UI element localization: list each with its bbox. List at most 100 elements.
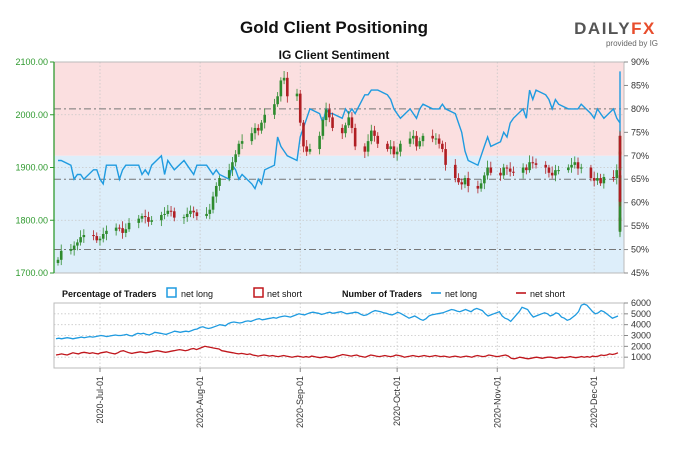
candle-body	[363, 146, 367, 152]
right-tick-label: 65%	[631, 174, 649, 184]
candle-body	[137, 218, 141, 223]
candle-body	[350, 117, 354, 128]
traders-tick-label: 2000	[631, 341, 651, 351]
candle-body	[547, 167, 551, 173]
candle-body	[505, 167, 509, 169]
candle-body	[98, 238, 102, 241]
candle-body	[415, 135, 418, 147]
candle-body	[444, 149, 447, 165]
candle-body	[231, 162, 234, 171]
candle-body	[528, 162, 531, 171]
candle-body	[76, 242, 79, 246]
candle-body	[431, 135, 434, 139]
right-tick-label: 80%	[631, 104, 649, 114]
left-tick-label: 2000.00	[15, 110, 48, 120]
candle-body	[308, 149, 312, 152]
candle-body	[56, 259, 60, 263]
right-tick-label: 55%	[631, 221, 649, 231]
candle-body	[573, 162, 577, 165]
legend-net-long-label: net long	[181, 289, 213, 299]
candle-body	[166, 210, 170, 214]
candle-body	[185, 213, 189, 218]
candle-body	[618, 135, 622, 184]
candle-body	[208, 209, 212, 214]
candle-body	[72, 245, 76, 250]
candle-body	[273, 104, 276, 115]
traders-tick-label: 5000	[631, 309, 651, 319]
left-tick-label: 2100.00	[15, 57, 48, 67]
candle-body	[554, 170, 557, 176]
x-tick-label: 2020-Aug-01	[195, 376, 205, 428]
candle-body	[318, 135, 321, 150]
candle-body	[82, 235, 86, 238]
candle-body	[143, 216, 147, 218]
candle-body	[263, 114, 267, 123]
candle-body	[295, 93, 299, 97]
left-tick-label: 1700.00	[15, 268, 48, 278]
price-panel: 1700.00 1800.00 1900.00 2000.00 2100.00 45% 5…	[15, 57, 649, 278]
candle-body	[599, 178, 602, 184]
traders-tick-label: 4000	[631, 320, 651, 330]
candle-body	[114, 227, 118, 231]
right-tick-label: 45%	[631, 268, 649, 278]
chart-subtitle: IG Client Sentiment	[279, 48, 390, 62]
candle-body	[256, 127, 260, 131]
candle-body	[531, 162, 535, 164]
date-axis-ticks: 2020-Jul-01 2020-Aug-01 2020-Sep-01 2020-Oc…	[95, 368, 599, 428]
net-long-zone	[54, 155, 624, 273]
candle-body	[441, 143, 444, 150]
candle-body	[121, 228, 124, 233]
candle-body	[172, 211, 176, 218]
left-tick-label: 1900.00	[15, 163, 48, 173]
candle-body	[596, 178, 599, 181]
candle-body	[79, 237, 82, 243]
candle-body	[411, 135, 415, 139]
candle-body	[579, 167, 583, 169]
candle-body	[347, 117, 350, 126]
candle-body	[589, 167, 593, 179]
candle-body	[124, 229, 128, 233]
candle-body	[534, 163, 538, 165]
traders-net-short-line	[55, 345, 619, 360]
candle-body	[550, 172, 554, 176]
x-tick-label: 2020-Dec-01	[589, 376, 599, 428]
right-tick-label: 60%	[631, 198, 649, 208]
legend-net-short-label: net short	[267, 289, 303, 299]
candle-body	[476, 185, 480, 189]
candle-body	[570, 164, 573, 168]
candle-body	[321, 120, 325, 136]
candle-body	[460, 182, 464, 185]
candle-body	[463, 178, 467, 185]
right-tick-label: 50%	[631, 245, 649, 255]
candle-body	[189, 210, 192, 214]
candle-body	[557, 170, 560, 172]
candle-body	[466, 178, 470, 186]
candle-body	[567, 167, 570, 171]
candle-body	[127, 222, 131, 230]
candle-body	[508, 168, 512, 172]
x-tick-label: 2020-Sep-01	[295, 376, 305, 428]
candle-body	[324, 109, 328, 121]
candle-body	[592, 178, 596, 181]
right-tick-label: 90%	[631, 57, 649, 67]
candle-body	[386, 143, 389, 150]
candle-body	[618, 183, 622, 202]
candle-body	[260, 122, 263, 131]
candle-body	[376, 135, 380, 144]
candle-body	[499, 172, 502, 176]
candle-body	[160, 214, 163, 221]
candle-body	[521, 167, 525, 173]
candle-body	[250, 133, 254, 142]
x-tick-label: 2020-Nov-01	[492, 376, 502, 428]
candle-body	[618, 204, 622, 221]
legend-net-long-swatch	[166, 287, 177, 298]
candle-body	[331, 117, 334, 128]
legend-percentage-label: Percentage of Traders	[62, 289, 157, 299]
candle-body	[395, 151, 399, 155]
right-tick-label: 85%	[631, 80, 649, 90]
candle-body	[502, 167, 506, 176]
candle-body	[302, 122, 305, 147]
candle-body	[576, 162, 580, 169]
legend-number-label: Number of Traders	[342, 289, 422, 299]
